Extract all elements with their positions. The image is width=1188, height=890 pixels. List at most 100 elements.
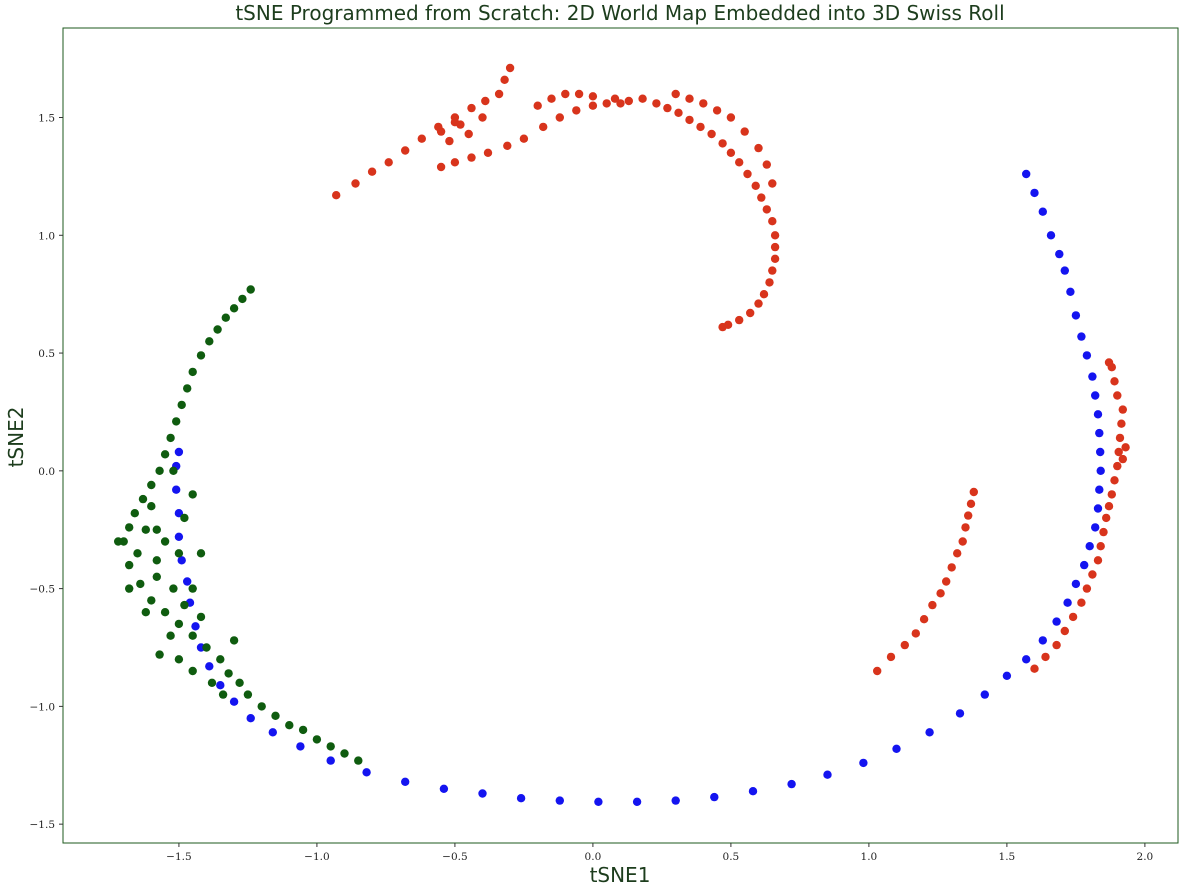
data-point <box>859 758 868 768</box>
data-point <box>1099 527 1108 537</box>
data-point <box>757 193 766 202</box>
data-point <box>1115 433 1125 443</box>
data-point <box>1066 287 1075 296</box>
data-point <box>401 146 410 155</box>
data-point <box>1114 447 1123 457</box>
data-point <box>947 563 956 572</box>
data-point <box>125 584 134 593</box>
data-point <box>467 103 476 113</box>
data-point <box>1002 671 1012 680</box>
data-point <box>1113 461 1122 471</box>
data-point <box>1096 466 1105 475</box>
data-point <box>481 96 490 106</box>
data-point <box>638 94 647 103</box>
data-point <box>516 794 526 803</box>
data-point <box>174 447 184 457</box>
data-point <box>483 148 493 157</box>
data-point <box>213 325 222 334</box>
data-point <box>166 433 175 443</box>
y-tick-label: 0.5 <box>38 348 55 360</box>
x-tick-label: 0.0 <box>585 851 602 863</box>
data-point <box>503 141 512 150</box>
data-point <box>1093 556 1103 565</box>
data-point <box>174 532 184 541</box>
data-point <box>1117 419 1126 428</box>
x-tick-label: −1.0 <box>304 851 330 863</box>
data-point <box>246 285 255 294</box>
data-point <box>969 487 978 497</box>
data-point <box>169 584 178 593</box>
data-point <box>354 756 363 765</box>
data-point <box>892 744 901 753</box>
series-group <box>114 285 363 765</box>
data-point <box>298 725 308 735</box>
data-point <box>1093 410 1103 419</box>
data-point <box>152 572 161 581</box>
data-point <box>221 313 230 322</box>
data-point <box>177 556 186 565</box>
data-point <box>1107 490 1117 499</box>
data-point <box>205 662 214 671</box>
data-point <box>450 158 460 167</box>
data-point <box>533 101 542 110</box>
data-point <box>1104 502 1114 511</box>
data-point <box>160 537 170 546</box>
data-point <box>1121 443 1130 452</box>
data-point <box>754 299 763 308</box>
data-point <box>152 525 161 534</box>
data-point <box>188 367 197 377</box>
data-point <box>928 600 937 610</box>
data-point <box>191 622 200 631</box>
data-point <box>594 797 603 806</box>
y-tick-label: 0.0 <box>38 466 55 478</box>
data-point <box>1118 405 1128 414</box>
data-point <box>1068 612 1078 622</box>
data-point <box>674 108 683 118</box>
data-point <box>652 99 661 108</box>
data-point <box>602 99 611 108</box>
data-point <box>572 106 581 115</box>
data-point <box>180 600 189 610</box>
data-point <box>155 466 164 475</box>
plot-background <box>63 28 1178 843</box>
data-point <box>1038 636 1048 645</box>
data-point <box>911 629 920 638</box>
y-tick-label: −1.0 <box>30 701 56 713</box>
data-point <box>456 120 465 129</box>
data-point <box>632 797 642 806</box>
data-point <box>500 75 509 85</box>
data-point <box>174 619 184 629</box>
data-point <box>953 549 962 558</box>
data-point <box>133 549 142 558</box>
data-point <box>1095 428 1104 438</box>
data-point <box>180 513 189 523</box>
data-point <box>243 690 253 699</box>
data-point <box>141 525 150 534</box>
data-point <box>754 143 763 153</box>
data-point <box>748 787 758 796</box>
data-point <box>624 96 633 106</box>
data-point <box>445 136 454 146</box>
data-point <box>768 266 777 275</box>
data-point <box>384 158 393 167</box>
data-point <box>712 106 722 115</box>
data-point <box>1096 542 1105 551</box>
data-point <box>188 631 197 640</box>
data-point <box>726 148 736 157</box>
data-point <box>246 714 255 723</box>
data-point <box>958 537 967 546</box>
data-point <box>823 770 832 779</box>
data-point <box>900 640 909 650</box>
data-point <box>436 127 446 136</box>
data-point <box>1030 664 1039 673</box>
data-point <box>1095 485 1104 494</box>
plot-frame <box>62 27 1179 844</box>
data-point <box>873 666 882 676</box>
data-point <box>1080 560 1089 570</box>
data-point <box>1104 358 1114 367</box>
data-point <box>1060 266 1070 275</box>
data-point <box>196 549 206 558</box>
data-point <box>1088 570 1097 579</box>
data-point <box>718 322 727 332</box>
data-point <box>1091 391 1100 400</box>
